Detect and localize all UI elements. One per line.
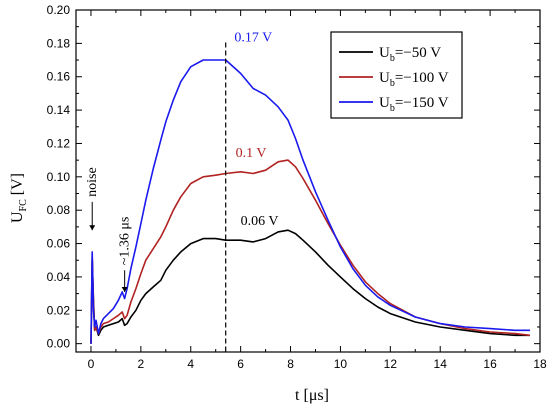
legend-label-main: U [379,45,390,61]
x-tick-label: 2 [138,357,145,371]
series-line-1 [90,229,530,344]
y-tick-label: 0.08 [47,203,71,217]
x-tick-label: 4 [187,357,194,371]
legend-label-main: U [379,70,390,86]
annotation-5: ~1.36 μs [118,217,133,266]
y-tick-label: 0.00 [47,337,71,351]
y-tick-label: 0.06 [47,237,71,251]
x-tick-label: 12 [384,357,398,371]
legend-label-sub: b [390,78,395,89]
legend-box [330,31,463,119]
y-tick-label: 0.04 [47,270,71,284]
y-axis-title-unit: [V] [9,173,26,199]
plot-frame [75,9,541,353]
legend-label-main: U [379,95,390,111]
x-axis-title: t [μs] [295,387,329,404]
x-tick-label: 10 [334,357,348,371]
legend-label-2: Ub=−100 V [379,70,449,89]
legend-label-rest: =−50 V [395,45,441,61]
series-line-3 [90,59,530,344]
y-axis-title-sub: FC [18,199,29,212]
annotation-1: 0.17 V [234,31,272,46]
svg-text:UFC [V]: UFC [V] [9,173,29,223]
legend-label-3: Ub=−150 V [379,95,449,114]
y-axis-title: UFC [V] [9,173,29,223]
y-tick-label: 0.20 [47,3,71,17]
noise-arrow-head [89,225,96,231]
legend-label-rest: =−100 V [395,70,449,86]
x-tick-label: 14 [434,357,448,371]
legend: Ub=−50 VUb=−100 VUb=−150 V [330,31,463,119]
legend-label-sub: b [390,53,395,64]
y-tick-label: 0.16 [47,70,71,84]
x-tick-label: 16 [483,357,497,371]
legend-label-rest: =−150 V [395,95,449,111]
plot-area: 0 2 4 6 8 10 12 14 16 18 0.00 0.02 0.04 0.06 0.08 0.10 0… [47,3,547,371]
annotation-3: 0.06 V [241,214,279,229]
annotation-2: 0.1 V [236,146,267,161]
y-tick-label: 0.14 [47,103,71,117]
y-tick-label: 0.12 [47,136,71,150]
x-tick-label: 6 [237,357,244,371]
y-tick-label: 0.10 [47,170,71,184]
series-line-2 [90,159,531,344]
legend-label-1: Ub=−50 V [379,45,441,64]
x-tick-label: 0 [88,357,95,371]
annotation-4: noise [85,167,100,197]
y-tick-label: 0.18 [47,36,71,50]
legend-label-sub: b [390,103,395,114]
x-tick-label: 8 [287,357,294,371]
delay-arrow-head [121,286,128,292]
y-axis-title-main: U [9,211,26,223]
y-tick-label: 0.02 [47,303,71,317]
x-tick-label: 18 [533,357,547,371]
